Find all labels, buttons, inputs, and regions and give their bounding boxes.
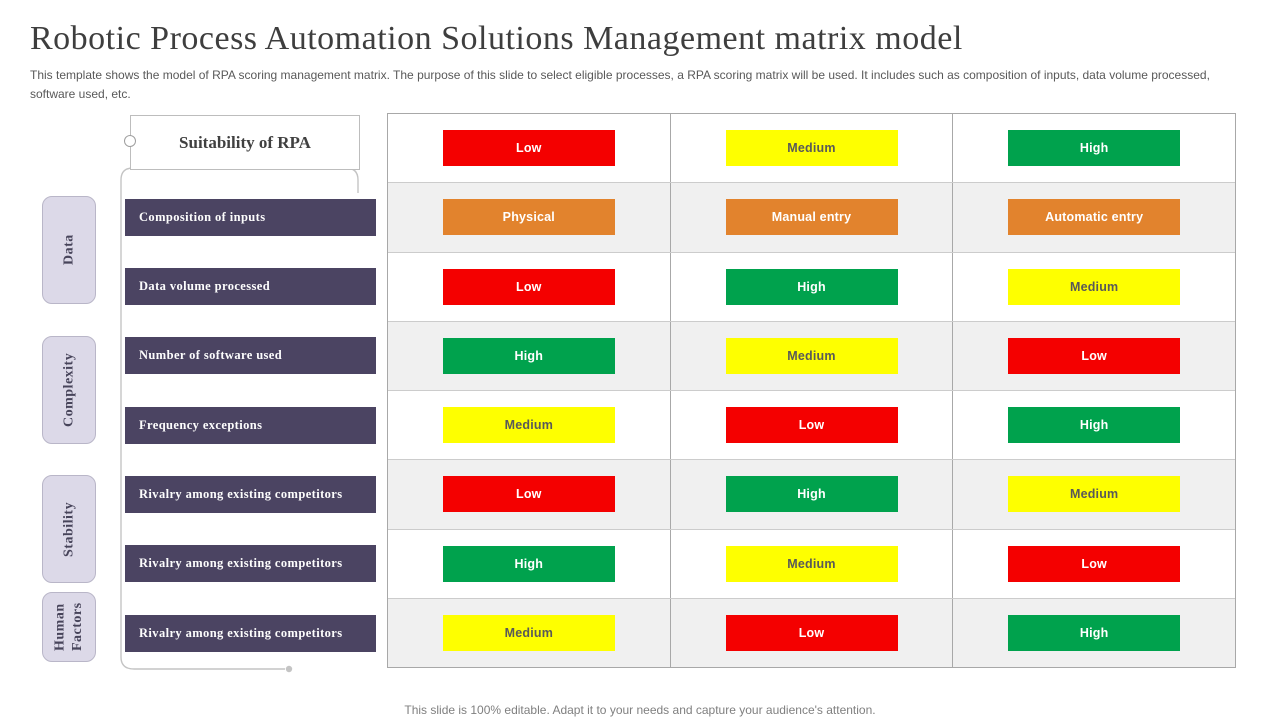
score-chip-yellow: Medium [442,614,615,651]
score-chip-yellow: Medium [1008,476,1181,513]
score-chip-red: Low [1008,337,1181,374]
category-chip-data: Data [42,196,96,304]
rpa-score-matrix: Low Medium High Physical Manual entry Automat… [387,113,1236,668]
matrix-cell: Manual entry [671,183,954,252]
row-label-bar: Number of software used [125,337,376,375]
matrix-cell: Medium [671,529,954,598]
score-chip-red: Low [442,268,615,305]
row-label-text: Rivalry among existing competitors [139,487,343,502]
score-chip-red: Low [725,614,898,651]
matrix-row: High Medium Low [388,321,1235,391]
matrix-cell: Low [953,530,1235,598]
row-label-bar: Rivalry among existing competitors [125,476,376,514]
category-chip-complexity: Complexity [42,336,96,444]
matrix-cell: Medium [671,321,954,390]
score-chip-green: High [1008,614,1181,651]
suitability-header-box: Suitability of RPA [130,115,360,170]
matrix-cell: Low [953,322,1235,390]
matrix-row: Medium Low High [388,598,1235,667]
matrix-cell: High [671,460,954,529]
matrix-cell: Low [388,114,671,183]
row-label-bar: Composition of inputs [125,198,376,236]
matrix-cell: High [953,599,1235,667]
matrix-cell: Medium [671,114,954,183]
score-chip-green: High [725,476,898,513]
page-title: Robotic Process Automation Solutions Man… [30,20,963,57]
matrix-cell: Medium [388,598,671,667]
score-chip-green: High [1008,407,1181,444]
matrix-cell: High [953,114,1235,182]
row-label-text: Data volume processed [139,278,271,293]
matrix-cell: High [388,321,671,390]
matrix-cell: Physical [388,183,671,252]
row-label-text: Rivalry among existing competitors [139,625,343,640]
matrix-header-row: Low Medium High [388,114,1235,184]
score-chip-red: Low [1008,545,1181,582]
circle-marker-icon [124,135,136,147]
score-chip-green: High [725,268,898,305]
row-label-text: Frequency exceptions [139,417,263,432]
slide-description: This template shows the model of RPA sco… [30,68,1210,101]
matrix-cell: High [671,252,954,321]
row-label-bar: Rivalry among existing competitors [125,614,376,652]
matrix-row: High Medium Low [388,529,1235,599]
score-chip-green: High [442,337,615,374]
matrix-cell: High [953,391,1235,459]
score-chip-orange: Manual entry [725,199,898,236]
matrix-cell: Medium [953,253,1235,321]
matrix-cell: Medium [953,460,1235,528]
row-label-bar: Data volume processed [125,267,376,305]
suitability-header-label: Suitability of RPA [179,132,311,152]
score-chip-yellow: Medium [725,130,898,167]
score-chip-orange: Automatic entry [1008,199,1181,236]
score-chip-red: Low [442,476,615,513]
matrix-cell: High [388,529,671,598]
matrix-cell: Automatic entry [953,183,1235,251]
row-label-bar: Frequency exceptions [125,406,376,444]
score-chip-green: High [1008,130,1181,167]
connector-end-dot [285,665,293,673]
score-chip-red: Low [442,130,615,167]
score-chip-yellow: Medium [442,407,615,444]
score-chip-green: High [442,545,615,582]
matrix-row: Physical Manual entry Automatic entry [388,183,1235,253]
footer-note: This slide is 100% editable. Adapt it to… [404,703,876,717]
category-chip-stability: Stability [42,475,96,583]
row-label-text: Number of software used [139,348,283,363]
category-chip-human-factors: Human Factors [42,592,96,662]
score-chip-yellow: Medium [725,337,898,374]
matrix-cell: Low [388,460,671,529]
matrix-cell: Low [671,598,954,667]
score-chip-red: Low [725,407,898,444]
score-chip-orange: Physical [442,199,615,236]
matrix-row: Low High Medium [388,460,1235,530]
score-chip-yellow: Medium [725,545,898,582]
row-label-bar: Rivalry among existing competitors [125,545,376,583]
row-label-text: Composition of inputs [139,209,266,224]
matrix-cell: Low [388,252,671,321]
score-chip-yellow: Medium [1008,268,1181,305]
matrix-cell: Low [671,391,954,460]
matrix-cell: Medium [388,391,671,460]
row-label-text: Rivalry among existing competitors [139,556,343,571]
matrix-row: Medium Low High [388,391,1235,461]
matrix-row: Low High Medium [388,252,1235,322]
